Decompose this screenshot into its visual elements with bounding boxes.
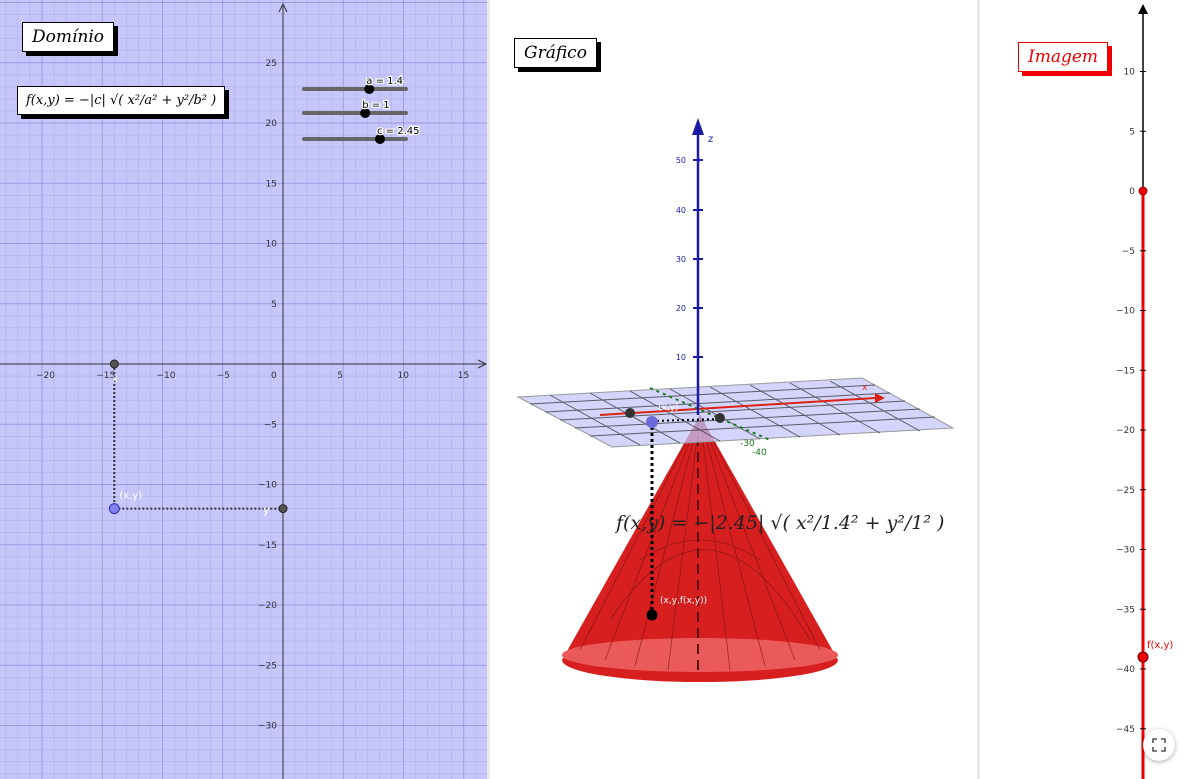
image-value-point[interactable] — [1137, 651, 1149, 663]
image-tick-labels: 10 5 0 −5 −10 −15 −20 −25 −30 −35 −40 −45 — [1116, 68, 1146, 735]
domain-background — [0, 0, 490, 779]
domain-point-group[interactable]: x y (x,y) — [108, 359, 288, 517]
point-xyz-3d-label: (x,y,f(x,y)) — [660, 596, 707, 606]
z-tick: 30 — [676, 255, 686, 264]
graph-3d-panel[interactable]: x -30 -40 z 50 40 30 20 10 (x,y) (x,y,f(x,y)… — [490, 0, 978, 779]
image-tick: 5 — [1129, 127, 1135, 137]
slider-knob[interactable] — [364, 84, 375, 94]
image-tick: −20 — [1116, 426, 1135, 436]
domain-y-tick: −30 — [258, 722, 277, 732]
z-axis-label: z — [708, 134, 713, 145]
point-y-3d[interactable] — [715, 413, 725, 423]
image-tick: −15 — [1116, 366, 1135, 376]
image-tick: 10 — [1124, 68, 1136, 78]
domain-point[interactable] — [108, 503, 120, 515]
graph-title: Gráfico — [514, 38, 597, 68]
domain-y-tick: 20 — [266, 119, 278, 129]
image-tick: −25 — [1116, 486, 1135, 496]
domain-point-label: (x,y) — [119, 491, 142, 502]
point-xy-3d[interactable] — [646, 416, 658, 428]
domain-x-tick: 0 — [271, 371, 277, 381]
image-graphics[interactable]: 10 5 0 −5 −10 −15 −20 −25 −30 −35 −40 −45 f(x,y) — [980, 0, 1193, 779]
slider-label: b = 1 — [362, 100, 389, 111]
domain-y-tick: −10 — [258, 481, 277, 491]
domain-y-tick: 15 — [266, 179, 277, 189]
domain-y-tick: 10 — [266, 240, 278, 250]
image-value-label: f(x,y) — [1147, 640, 1173, 651]
image-background — [980, 0, 1193, 779]
xy-plane-grid — [529, 380, 936, 446]
x-marker-label: x — [112, 374, 118, 385]
image-zero-point[interactable] — [1138, 186, 1148, 196]
domain-title: Domínio — [22, 22, 115, 52]
cone-base — [562, 638, 838, 672]
z-tick: 40 — [676, 206, 686, 215]
z-axis-arrow — [692, 118, 704, 135]
domain-y-tick: −20 — [258, 601, 277, 611]
z-tick: 10 — [676, 353, 686, 362]
image-axis-arrow — [1138, 4, 1148, 14]
slider-label: a = 1.4 — [366, 76, 403, 87]
slider-a[interactable]: a = 1.4 — [302, 75, 408, 94]
point-x-3d[interactable] — [625, 408, 635, 418]
sliders[interactable]: a = 1.4 b = 1 c = 2.45 — [302, 75, 421, 144]
cone-mesh — [579, 414, 821, 671]
domain-x-tick: −15 — [96, 371, 115, 381]
image-tick: −10 — [1116, 307, 1135, 317]
domain-x-tick: −5 — [217, 371, 230, 381]
x-marker[interactable] — [109, 359, 119, 369]
domain-y-tick: −15 — [258, 541, 277, 551]
graph-3d-graphics[interactable]: x -30 -40 z 50 40 30 20 10 (x,y) (x,y,f(x,y)… — [490, 0, 978, 779]
domain-tick-labels: −20 −15 −10 −5 0 5 10 15 25 20 15 10 5 −5 −10 −15 −20 −25… — [36, 59, 469, 732]
y-marker[interactable] — [278, 504, 288, 514]
slider-c[interactable]: c = 2.45 — [302, 125, 421, 144]
image-panel[interactable]: 10 5 0 −5 −10 −15 −20 −25 −30 −35 −40 −45 f(x,y) Im… — [980, 0, 1193, 779]
y-tick-3d-30: -30 — [740, 439, 755, 449]
image-tick: −35 — [1116, 605, 1135, 615]
fullscreen-button[interactable] — [1143, 729, 1175, 761]
graph-formula: f(x,y) = −|2.45| √( x²/1.4² + y²/1² ) — [616, 512, 945, 534]
domain-y-tick: −5 — [264, 420, 277, 430]
y-axis-3d — [649, 387, 771, 441]
slider-knob[interactable] — [374, 134, 385, 144]
domain-x-tick: 5 — [337, 371, 343, 381]
domain-y-tick: −25 — [258, 661, 277, 671]
image-tick: −5 — [1122, 247, 1135, 257]
projection-line-xy — [651, 418, 721, 422]
domain-y-tick: 25 — [266, 59, 277, 69]
domain-x-tick: −20 — [36, 371, 55, 381]
image-tick: −40 — [1116, 665, 1135, 675]
slider-label: c = 2.45 — [377, 126, 420, 137]
y-tick-3d-40: -40 — [752, 448, 767, 458]
domain-x-tick: 15 — [458, 371, 469, 381]
point-xy-3d-label: (x,y) — [658, 403, 679, 413]
domain-axes — [0, 2, 488, 779]
domain-panel[interactable]: −20 −15 −10 −5 0 5 10 15 25 20 15 10 5 −5 −10 −15 −20 −25… — [0, 0, 490, 779]
z-tick-labels: 50 40 30 20 10 — [676, 156, 703, 362]
domain-x-tick: 10 — [398, 371, 410, 381]
x-axis-3d — [599, 397, 876, 416]
y-marker-label: y — [263, 504, 270, 517]
domain-x-tick: −10 — [157, 371, 176, 381]
image-tick: 0 — [1129, 187, 1135, 197]
domain-grid — [0, 0, 490, 779]
z-tick: 50 — [676, 156, 686, 165]
x-axis-label-3d: x — [862, 383, 868, 393]
image-title: Imagem — [1018, 42, 1109, 72]
domain-y-tick: 5 — [271, 300, 277, 310]
image-tick: −45 — [1116, 725, 1135, 735]
cone-surface[interactable] — [562, 415, 838, 682]
domain-graphics[interactable]: −20 −15 −10 −5 0 5 10 15 25 20 15 10 5 −5 −10 −15 −20 −25… — [0, 0, 490, 779]
point-xyz-3d[interactable] — [646, 609, 658, 621]
z-tick: 20 — [676, 304, 686, 313]
domain-formula: f(x,y) = −|c| √( x²/a² + y²/b² ) — [17, 86, 226, 115]
slider-b[interactable]: b = 1 — [302, 99, 408, 118]
fullscreen-icon — [1152, 738, 1166, 752]
x-axis-arrow — [875, 393, 885, 403]
image-tick: −30 — [1116, 546, 1135, 556]
slider-knob[interactable] — [360, 108, 371, 118]
